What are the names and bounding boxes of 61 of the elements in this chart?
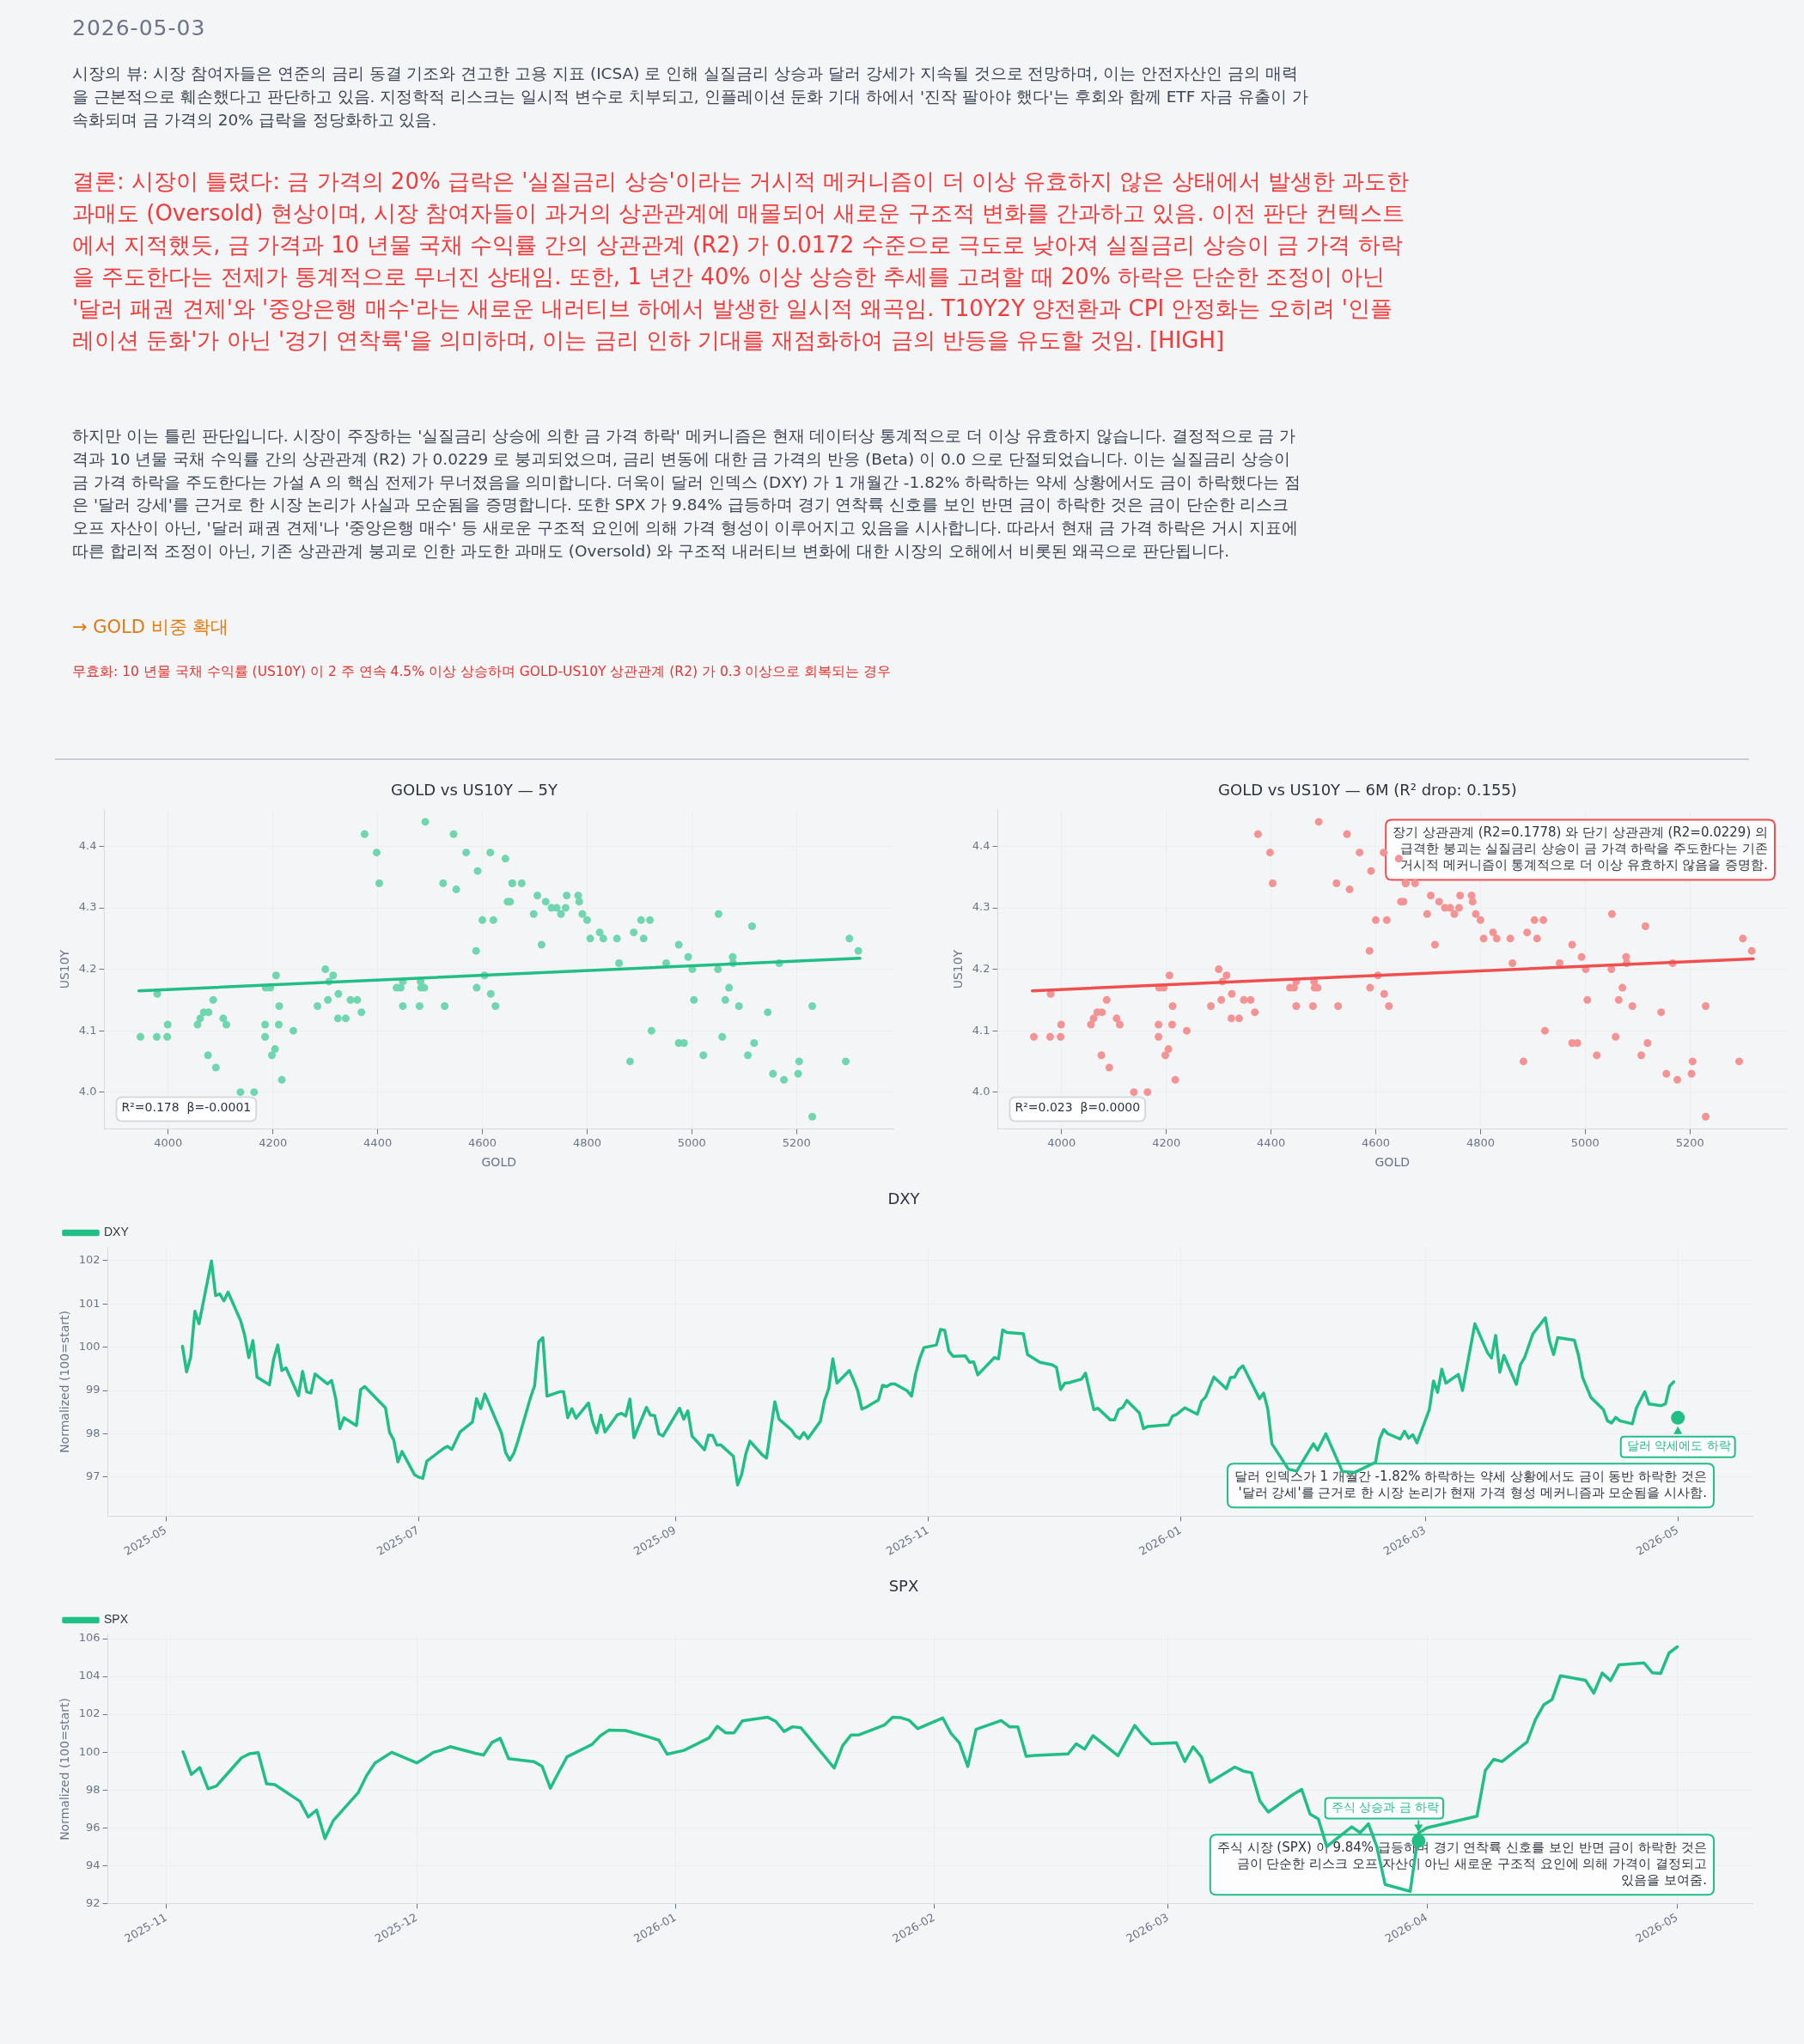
y-tick-label: 98	[86, 1782, 101, 1796]
y-tick-label: 100	[78, 1339, 101, 1353]
x-tick-label: 4400	[1257, 1135, 1286, 1149]
text: 무효화: 10 년물 국채 수익률 (US10Y) 이 2 주 연속 4.5% 이상 상승하며 GOLD-US10Y 상관관계 (R2) 가 0.3 이상으로 회복되는 경우	[72, 662, 893, 681]
annotation: 달러 약세에도 하락	[1626, 1439, 1731, 1453]
y-tick-label: 4.4	[972, 838, 990, 852]
text: 2026-05-03	[72, 15, 207, 40]
x-tick-label: 4000	[1047, 1135, 1076, 1149]
y-tick-label: 4.0	[78, 1084, 97, 1098]
y-tick-label: 102	[78, 1252, 101, 1266]
x-tick-label: 4400	[363, 1135, 393, 1149]
y-tick-label: 4.2	[972, 961, 990, 975]
y-tick-label: 106	[78, 1631, 101, 1645]
x-tick-label: 4600	[1361, 1135, 1391, 1149]
y-tick-label: 98	[86, 1426, 101, 1439]
legend-label: SPX	[104, 1612, 129, 1627]
x-tick-label: 5200	[1675, 1135, 1704, 1149]
y-tick-label: 4.4	[78, 838, 97, 852]
y-tick-label: 4.1	[972, 1023, 990, 1037]
y-tick-label: 4.3	[78, 900, 97, 914]
x-tick-label: 5200	[782, 1135, 811, 1149]
y-axis-title: Normalized (100=start)	[58, 1310, 72, 1453]
y-tick-label: 96	[86, 1820, 101, 1834]
x-tick-label: 5000	[677, 1135, 706, 1149]
y-tick-label: 97	[86, 1469, 101, 1483]
chart-title: GOLD vs US10Y — 6M (R² drop: 0.155)	[1218, 781, 1517, 800]
annotation: 장기 상관관계 (R2=0.1778) 와 단기 상관관계 (R2=0.0229) 의 급격한 붕괴는 실질금리 상승이 금 가격 하락을 주도한다는 기존 거시적 메커니즘이 통계적으로 더 이상 유효하지 않음을 증명함.	[1393, 824, 1768, 873]
chart-title: SPX	[888, 1577, 919, 1596]
x-axis-title: GOLD	[1374, 1154, 1410, 1169]
text: → GOLD 비중 확대	[72, 615, 230, 639]
y-tick-label: 102	[78, 1706, 101, 1720]
chart-title: GOLD vs US10Y — 5Y	[391, 781, 558, 800]
y-tick-label: 100	[78, 1744, 101, 1758]
x-tick-label: 4800	[572, 1135, 601, 1149]
annotation: R²=0.178 β=-0.0001	[121, 1099, 252, 1114]
x-tick-label: 4600	[467, 1135, 497, 1149]
text: 하지만 이는 틀린 판단입니다. 시장이 주장하는 '실질금리 상승에 의한 금 가격 하락' 메커니즘은 현재 데이터상 통계적으로 더 이상 유효하지 않습니다. 결정적으로 금 가격과 10 년물 국채 수익률 간의 상관관계 (R2) 가 0.0229 로 붕괴되었으며, 금리 변동에 대한 금 가격의 반응 (Beta) 이 0.0 으로 단절되었습니다. 이는 실질금리 상승이 금 가격 하락을 주도한다는 가설 A 의 핵심 전제가 무너졌음을 의미합니다. 더욱이 달러 인덱스 (DXY) 가 1 개월간 -1.82% 하락하는 약세 상황에서도 금이 하락했다는 점은 '달러 강세'를 근거로 한 시장 논리가 사실과 모순됨을 증명합니다. 또한 SPX 가 9.84% 급등하며 경기 연착륙 신호를 보인 반면 금이 하락한 것은 금이 단순한 리스크 오프 자산이 아닌, '달러 패권 견제'나 '중앙은행 매수' 등 새로운 구조적 요인에 의해 가격 형성이 이루어지고 있음을 시사합니다. 따라서 현재 금 가격 하락은 거시 지표에 따른 합리적 조정이 아닌, 기존 상관관계 붕괴로 인한 과도한 과매도 (Oversold) 와 구조적 내러티브 변화에 대한 시장의 오해에서 비롯된 왜곡으로 판단됩니다.	[72, 425, 1301, 562]
x-axis-title: GOLD	[481, 1154, 516, 1169]
y-tick-label: 4.3	[972, 900, 990, 914]
y-tick-label: 94	[86, 1858, 101, 1871]
text: 결론: 시장이 틀렸다: 금 가격의 20% 급락은 '실질금리 상승'이라는 거시적 메커니즘이 더 이상 유효하지 않은 상태에서 발생한 과도한 과매도 (Oversold) 현상이며, 시장 참여자들이 과거의 상관관계에 매몰되어 새로운 구조적 변화를 간과하고 있음. 이전 판단 컨텍스트에서 지적했듯, 금 가격과 10 년물 국채 수익률 간의 상관관계 (R2) 가 0.0172 수준으로 극도로 낮아져 실질금리 상승이 금 가격 하락을 주도한다는 전제가 통계적으로 무너진 상태임. 또한, 1 년간 40% 이상 상승한 추세를 고려할 때 20% 하락은 단순한 조정이 아닌 '달러 패권 견제'와 '중앙은행 매수'라는 새로운 내러티브 하에서 발생한 일시적 왜곡임. T10Y2Y 양전환과 CPI 안정화는 오히려 '인플레이션 둔화'가 아닌 '경기 연착륙'을 의미하며, 이는 금리 인하 기대를 재점화하여 금의 반등을 유도할 것임. [HIGH]	[72, 167, 1411, 355]
x-tick-label: 4200	[1152, 1135, 1181, 1149]
annotation: 주식 상승과 금 하락	[1331, 1799, 1439, 1814]
y-tick-label: 92	[86, 1895, 101, 1909]
y-tick-label: 4.2	[78, 961, 97, 975]
legend-label: DXY	[104, 1225, 130, 1239]
y-tick-label: 99	[86, 1383, 101, 1396]
y-tick-label: 4.0	[972, 1084, 990, 1098]
y-axis-title: US10Y	[58, 949, 72, 989]
chart-title: DXY	[887, 1189, 921, 1208]
text: 시장의 뷰: 시장 참여자들은 연준의 금리 동결 기조와 견고한 고용 지표 (ICSA) 로 인해 실질금리 상승과 달러 강세가 지속될 것으로 전망하며, 이는 안전자산인 금의 매력을 근본적으로 훼손했다고 판단하고 있음. 지정학적 리스크는 일시적 변수로 치부되고, 인플레이션 둔화 기대 하에서 '진작 팔아야 했다'는 후회와 함께 ETF 자금 유출이 가속화되며 금 가격의 20% 급락을 정당화하고 있음.	[72, 64, 1309, 131]
x-tick-label: 4000	[154, 1135, 183, 1149]
x-tick-label: 4800	[1466, 1135, 1495, 1149]
y-tick-label: 4.1	[78, 1023, 97, 1037]
x-tick-label: 5000	[1570, 1135, 1600, 1149]
y-tick-label: 104	[78, 1669, 101, 1682]
annotation: R²=0.023 β=0.0000	[1015, 1099, 1141, 1114]
y-axis-title: Normalized (100=start)	[58, 1697, 72, 1840]
x-tick-label: 4200	[259, 1135, 288, 1149]
y-axis-title: US10Y	[951, 949, 966, 989]
y-tick-label: 101	[78, 1296, 101, 1310]
